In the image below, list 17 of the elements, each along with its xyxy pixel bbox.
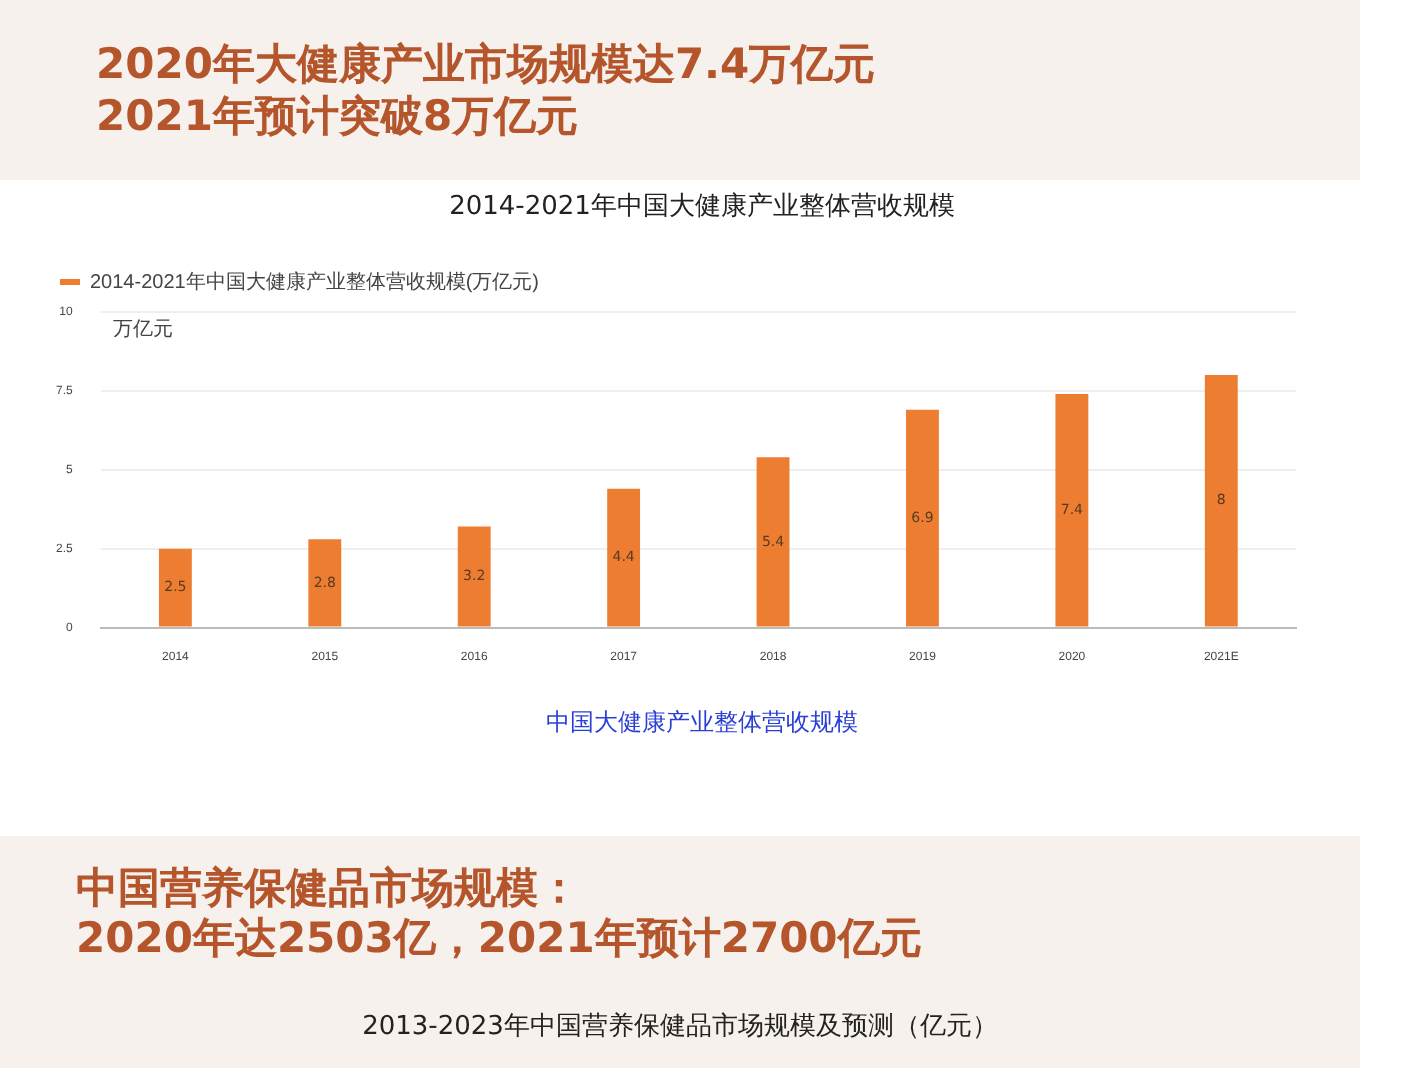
y-axis-title: 万亿元: [112, 319, 173, 342]
bar: [756, 457, 790, 627]
text: 2020年大健康产业市场规模达7.4万亿元: [96, 38, 876, 92]
text: 2021年预计突破8万亿元: [96, 90, 579, 144]
text: 2020年达2503亿，2021年预计2700亿元: [76, 912, 922, 966]
bar: [457, 526, 491, 627]
bar: [906, 409, 939, 627]
text: 中国大健康产业整体营收规模: [544, 706, 860, 740]
bar: [158, 548, 192, 627]
legend-label: 2014-2021年中国大健康产业整体营收规模(万亿元): [90, 269, 539, 294]
bar: [308, 539, 342, 627]
bar: [1204, 375, 1238, 627]
bar: [1055, 394, 1089, 627]
text: 2013-2023年中国营养保健品市场规模及预测（亿元）: [360, 1010, 1000, 1044]
bar: [607, 488, 641, 627]
chart-title: 2014-2021年中国大健康产业整体营收规模: [447, 190, 957, 224]
text: 中国营养保健品市场规模：: [76, 862, 580, 916]
